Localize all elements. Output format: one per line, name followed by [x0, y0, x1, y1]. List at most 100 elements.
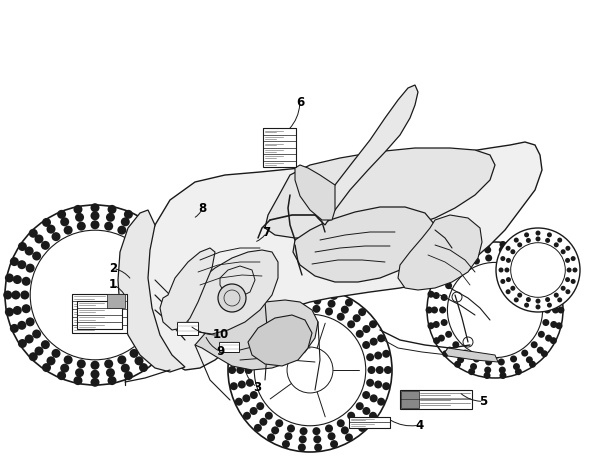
Circle shape	[526, 297, 531, 302]
Circle shape	[242, 394, 250, 402]
Circle shape	[299, 435, 307, 443]
Circle shape	[517, 293, 522, 298]
Circle shape	[156, 247, 165, 256]
Circle shape	[499, 247, 506, 254]
Circle shape	[457, 356, 464, 363]
Circle shape	[545, 238, 550, 243]
Circle shape	[499, 367, 506, 373]
Circle shape	[513, 363, 520, 370]
Circle shape	[462, 350, 469, 357]
Polygon shape	[445, 348, 498, 362]
Circle shape	[433, 292, 440, 299]
Circle shape	[245, 366, 253, 374]
Circle shape	[163, 339, 172, 348]
Circle shape	[168, 275, 177, 284]
Circle shape	[438, 278, 445, 285]
Circle shape	[327, 432, 335, 440]
Circle shape	[42, 218, 51, 227]
Circle shape	[499, 241, 507, 248]
Circle shape	[356, 402, 364, 410]
Circle shape	[431, 306, 438, 314]
Circle shape	[501, 279, 506, 284]
Circle shape	[473, 355, 480, 362]
Circle shape	[330, 292, 338, 300]
Circle shape	[445, 282, 452, 289]
Circle shape	[299, 427, 308, 435]
Circle shape	[298, 288, 306, 296]
Circle shape	[29, 229, 38, 238]
Bar	[401, 390, 419, 408]
Bar	[177, 322, 198, 335]
Polygon shape	[318, 85, 418, 225]
Circle shape	[146, 346, 155, 355]
Circle shape	[565, 246, 570, 251]
Circle shape	[470, 250, 477, 257]
Text: 8: 8	[198, 202, 206, 216]
Circle shape	[18, 242, 27, 251]
Circle shape	[51, 349, 61, 358]
Text: 2: 2	[109, 262, 118, 275]
Circle shape	[376, 366, 384, 374]
Circle shape	[64, 226, 73, 235]
Circle shape	[139, 363, 148, 372]
Circle shape	[47, 356, 56, 365]
Polygon shape	[293, 207, 435, 282]
Circle shape	[550, 337, 557, 344]
Circle shape	[358, 308, 366, 316]
Circle shape	[570, 279, 576, 284]
Circle shape	[18, 339, 27, 348]
Circle shape	[547, 303, 552, 308]
Circle shape	[24, 334, 34, 343]
Circle shape	[91, 370, 100, 379]
Circle shape	[557, 238, 562, 243]
Circle shape	[536, 230, 540, 236]
Circle shape	[457, 256, 464, 264]
Circle shape	[5, 205, 185, 385]
Circle shape	[218, 284, 246, 312]
Circle shape	[64, 355, 73, 364]
Circle shape	[501, 256, 506, 261]
Circle shape	[554, 293, 559, 298]
Circle shape	[57, 371, 66, 380]
Circle shape	[159, 304, 168, 313]
Circle shape	[438, 334, 445, 342]
Circle shape	[341, 427, 349, 434]
Circle shape	[32, 251, 41, 260]
Circle shape	[124, 371, 133, 380]
Circle shape	[565, 258, 570, 263]
Circle shape	[135, 225, 143, 234]
Circle shape	[17, 260, 26, 269]
Circle shape	[3, 291, 12, 300]
Circle shape	[325, 307, 333, 315]
Circle shape	[91, 378, 100, 387]
Circle shape	[441, 294, 447, 301]
Circle shape	[41, 340, 50, 349]
Circle shape	[32, 330, 41, 339]
Circle shape	[550, 292, 558, 299]
Circle shape	[570, 256, 576, 261]
Circle shape	[11, 291, 20, 300]
Circle shape	[10, 324, 19, 333]
Circle shape	[155, 317, 165, 326]
Circle shape	[76, 222, 86, 231]
Circle shape	[91, 211, 100, 220]
Circle shape	[439, 306, 446, 314]
Circle shape	[510, 355, 517, 362]
Circle shape	[561, 286, 565, 291]
Circle shape	[267, 434, 275, 441]
Circle shape	[499, 372, 507, 379]
Circle shape	[499, 267, 504, 273]
Circle shape	[163, 242, 172, 251]
Circle shape	[313, 297, 321, 304]
Circle shape	[230, 382, 238, 390]
Circle shape	[356, 330, 364, 338]
Circle shape	[537, 347, 544, 353]
Text: 4: 4	[415, 418, 424, 432]
Circle shape	[362, 407, 370, 415]
Circle shape	[42, 363, 51, 372]
Circle shape	[510, 243, 565, 297]
Circle shape	[442, 350, 449, 357]
Circle shape	[168, 306, 177, 315]
Circle shape	[506, 289, 510, 294]
Circle shape	[73, 376, 83, 385]
